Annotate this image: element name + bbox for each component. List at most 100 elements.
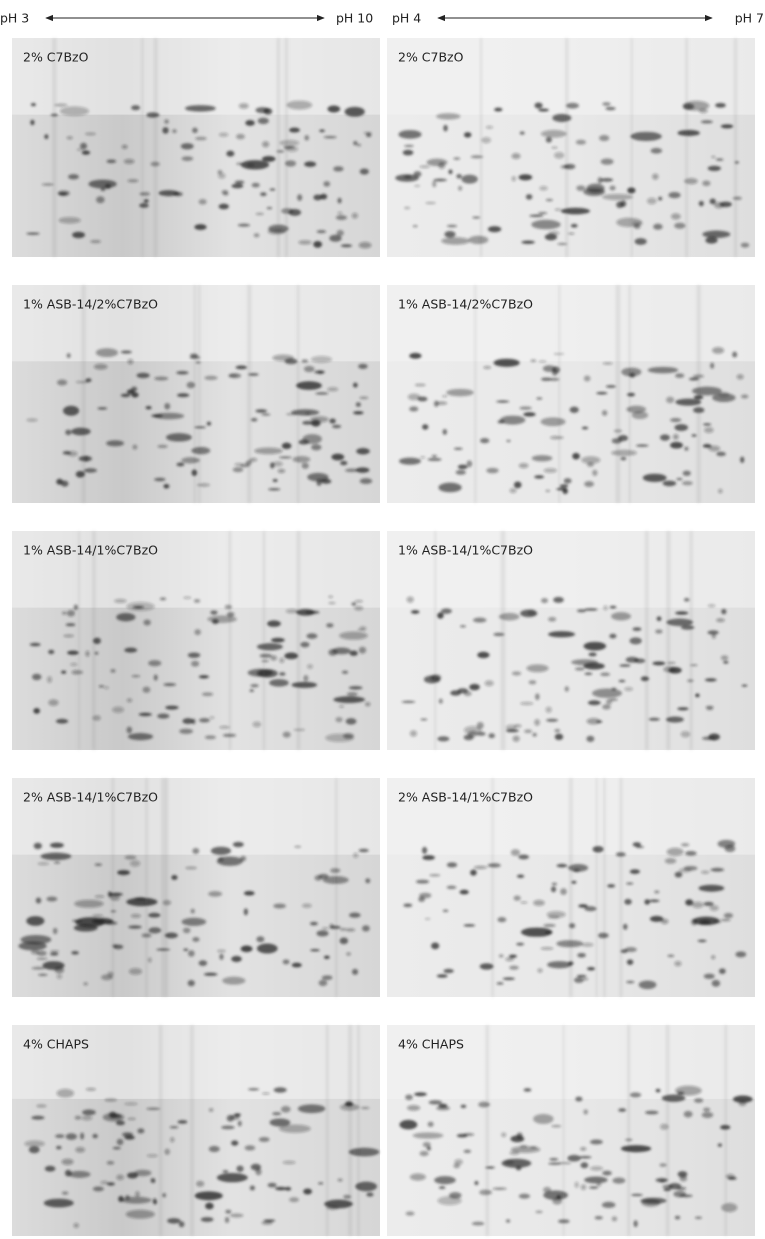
protein-spot xyxy=(356,448,370,455)
protein-spot xyxy=(446,388,474,397)
spots xyxy=(29,531,371,750)
protein-spot xyxy=(675,611,689,615)
protein-spot xyxy=(357,628,367,631)
streak xyxy=(81,285,86,503)
protein-spot xyxy=(483,365,492,369)
streak xyxy=(568,778,573,997)
protein-spot xyxy=(329,234,342,242)
protein-spot xyxy=(138,712,152,717)
protein-spot xyxy=(620,949,628,954)
protein-spot xyxy=(564,686,569,692)
protein-spot xyxy=(508,954,517,958)
panel-label: 2% ASB-14/1%C7BzO xyxy=(23,790,158,805)
protein-spot xyxy=(494,107,503,112)
protein-spot xyxy=(596,392,608,395)
protein-spot xyxy=(684,446,689,451)
protein-spot xyxy=(90,239,101,244)
protein-spot xyxy=(282,1160,296,1165)
protein-spot xyxy=(67,650,79,655)
protein-spot xyxy=(237,1120,242,1127)
protein-spot xyxy=(273,903,286,909)
protein-spot xyxy=(360,1106,370,1110)
protein-spot xyxy=(169,1125,179,1129)
panel-label: 2% C7BzO xyxy=(398,50,464,65)
protein-spot xyxy=(424,917,431,920)
protein-spot xyxy=(571,880,577,884)
protein-spot xyxy=(104,1098,117,1102)
protein-spot xyxy=(584,608,598,611)
protein-spot xyxy=(554,733,564,741)
protein-spot xyxy=(523,1088,532,1092)
protein-spot xyxy=(303,1188,313,1195)
streak xyxy=(630,38,633,257)
protein-spot xyxy=(629,372,636,378)
protein-spot xyxy=(318,1182,324,1185)
protein-spot xyxy=(328,601,336,605)
gel-panel: 2% ASB-14/1%C7BzO xyxy=(387,778,755,997)
streak xyxy=(296,531,301,750)
streak xyxy=(558,285,561,503)
protein-spot xyxy=(570,223,578,228)
protein-spot xyxy=(154,477,166,482)
protein-spot xyxy=(708,445,721,452)
protein-spot xyxy=(56,1088,75,1098)
protein-spot xyxy=(551,882,558,886)
protein-spot xyxy=(139,191,150,196)
protein-spot xyxy=(682,100,710,111)
protein-spot xyxy=(335,716,343,723)
protein-spot xyxy=(438,482,462,493)
protein-spot xyxy=(56,973,63,980)
protein-spot xyxy=(460,1104,467,1109)
gel-panel: 1% ASB-14/1%C7BzO xyxy=(12,531,380,750)
protein-spot xyxy=(124,647,138,653)
protein-spot xyxy=(243,908,249,916)
protein-spot xyxy=(611,612,631,621)
protein-spot xyxy=(71,950,79,955)
protein-spot xyxy=(329,418,336,424)
protein-spot xyxy=(409,406,419,412)
protein-spot xyxy=(674,960,682,967)
protein-spot xyxy=(253,233,260,238)
protein-spot xyxy=(506,439,511,443)
protein-spot xyxy=(136,372,150,379)
protein-spot xyxy=(702,230,731,239)
protein-spot xyxy=(463,1149,472,1154)
protein-spot xyxy=(548,616,557,622)
streak xyxy=(474,285,477,503)
protein-spot xyxy=(35,897,42,904)
protein-spot xyxy=(226,150,235,157)
protein-spot xyxy=(176,371,189,375)
protein-spot xyxy=(198,199,207,205)
protein-spot xyxy=(516,942,525,946)
protein-spot xyxy=(395,174,419,182)
protein-spot xyxy=(427,457,442,462)
protein-spot xyxy=(581,456,601,464)
protein-spot xyxy=(111,943,118,948)
protein-spot xyxy=(554,728,561,733)
protein-spot xyxy=(680,625,695,630)
protein-spot xyxy=(551,146,558,149)
protein-spot xyxy=(688,377,700,381)
streak xyxy=(145,778,148,997)
protein-spot xyxy=(600,672,611,677)
protein-spot xyxy=(511,176,516,182)
protein-spot xyxy=(269,1118,291,1127)
protein-spot xyxy=(493,358,520,367)
protein-spot xyxy=(194,629,201,636)
protein-spot xyxy=(705,236,718,244)
streak xyxy=(335,778,338,997)
protein-spot xyxy=(453,157,461,160)
protein-spot xyxy=(409,730,418,737)
protein-spot xyxy=(246,162,255,168)
protein-spot xyxy=(485,125,494,129)
protein-spot xyxy=(735,951,747,958)
streak xyxy=(325,1025,329,1236)
protein-spot xyxy=(228,373,242,379)
protein-spot xyxy=(191,660,200,667)
protein-spot xyxy=(655,1178,669,1183)
protein-spot xyxy=(192,847,200,855)
protein-spot xyxy=(26,916,45,926)
protein-spot xyxy=(476,731,486,736)
protein-spot xyxy=(586,183,605,194)
